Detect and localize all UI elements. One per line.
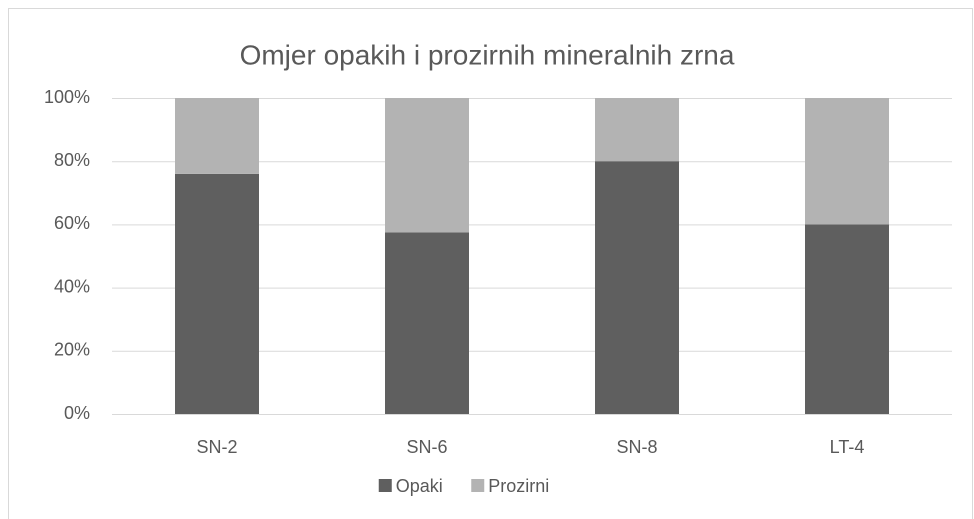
bar-segment	[175, 98, 259, 174]
bar-segment	[805, 98, 889, 225]
y-tick-label: 0%	[64, 403, 90, 423]
x-tick-label: LT-4	[830, 437, 865, 457]
legend-label: Opaki	[396, 476, 443, 496]
chart-title: Omjer opakih i prozirnih mineralnih zrna	[240, 39, 735, 70]
bar-segment	[175, 173, 259, 414]
y-tick-label: 20%	[54, 340, 90, 360]
y-tick-label: 100%	[44, 87, 90, 107]
legend-label: Prozirni	[488, 476, 549, 496]
x-tick-label: SN-6	[406, 437, 447, 457]
bar-segment	[595, 161, 679, 414]
bar-segment	[595, 98, 679, 162]
bar-segment	[385, 232, 469, 414]
y-tick-label: 40%	[54, 276, 90, 296]
x-tick-label: SN-2	[196, 437, 237, 457]
y-tick-label: 60%	[54, 213, 90, 233]
x-tick-label: SN-8	[616, 437, 657, 457]
legend-swatch	[378, 479, 392, 492]
y-tick-label: 80%	[54, 150, 90, 170]
bar-segment	[805, 224, 889, 414]
legend-swatch	[471, 479, 485, 492]
bar-segment	[385, 98, 469, 233]
